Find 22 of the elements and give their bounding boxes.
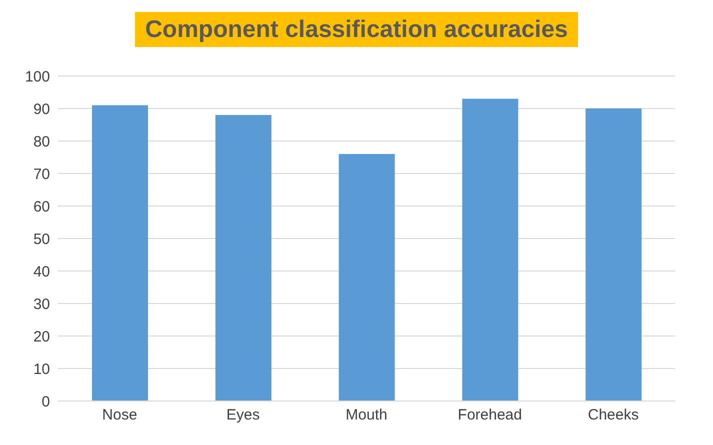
y-tick-label: 0 — [42, 393, 50, 410]
y-tick-label: 40 — [33, 263, 50, 280]
bar — [462, 98, 518, 401]
bar — [586, 108, 642, 401]
x-tick-label: Nose — [102, 406, 138, 424]
x-tick-label: Mouth — [346, 406, 388, 424]
bar — [338, 154, 395, 401]
y-tick-label: 30 — [33, 296, 50, 313]
y-tick-label: 60 — [33, 198, 50, 216]
bar — [215, 115, 272, 401]
bar — [92, 105, 148, 401]
y-tick-label: 20 — [33, 328, 50, 346]
y-tick-label: 100 — [24, 68, 50, 86]
x-tick-label: Forehead — [458, 406, 522, 424]
x-tick-label: Eyes — [226, 406, 260, 424]
y-tick-label: 10 — [33, 360, 50, 378]
x-tick-label: Cheeks — [588, 406, 639, 424]
chart-title: Component classification accuracies — [135, 12, 578, 47]
y-tick-label: 90 — [33, 100, 50, 118]
y-tick-label: 70 — [33, 166, 50, 183]
y-tick-label: 80 — [33, 133, 50, 150]
y-tick-label: 50 — [33, 230, 50, 248]
